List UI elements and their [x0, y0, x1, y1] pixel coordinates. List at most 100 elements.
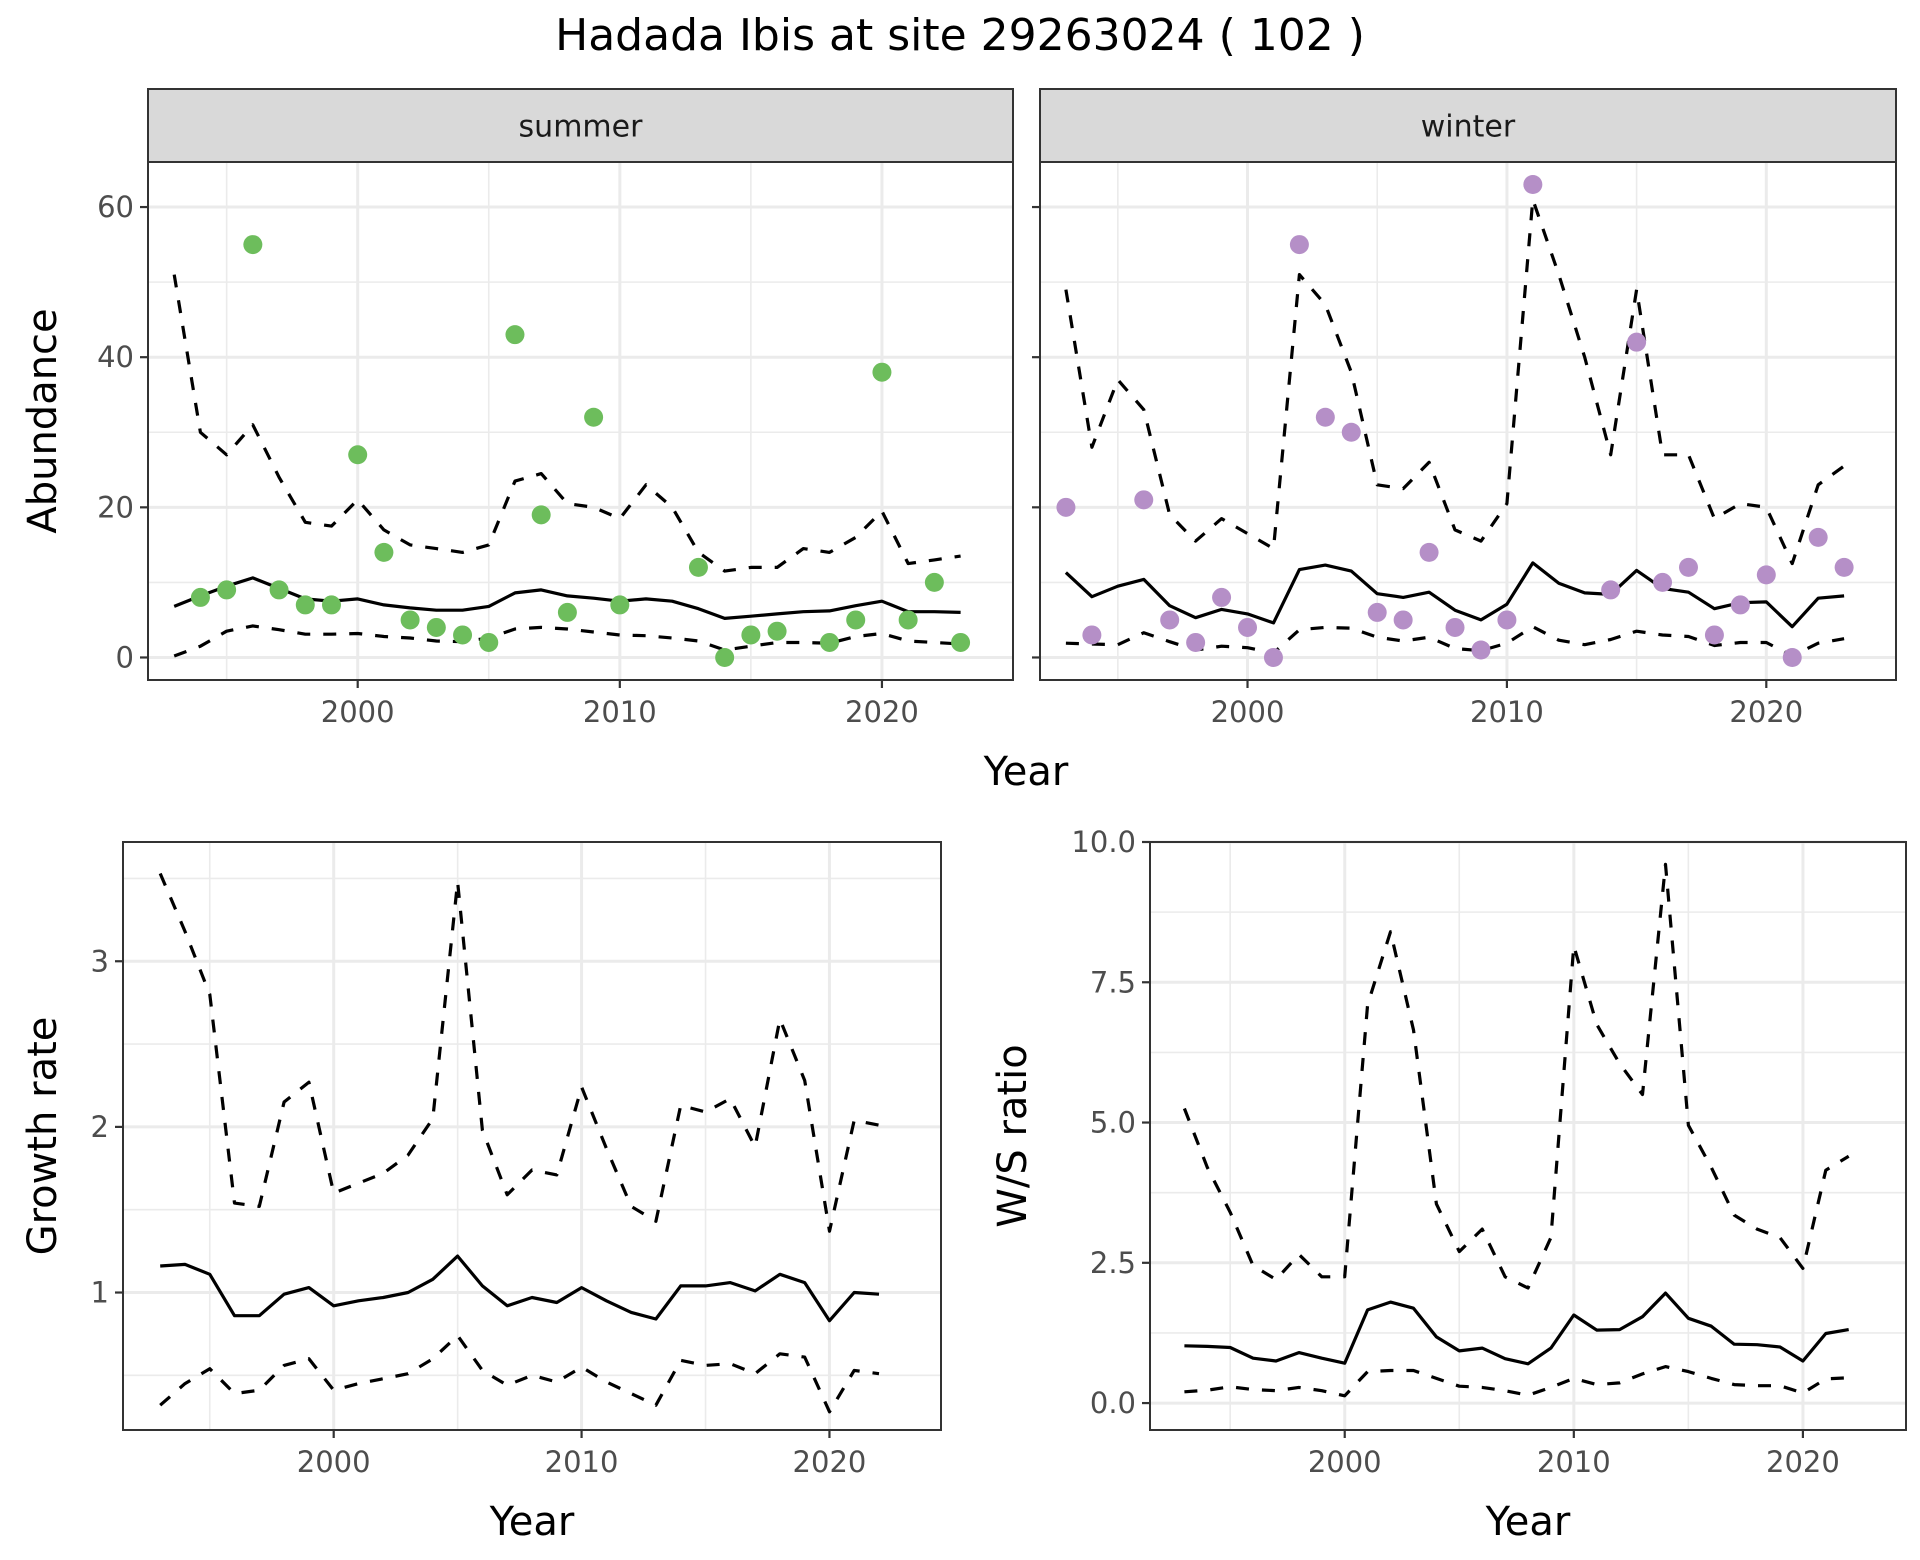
plot-background: [1040, 162, 1896, 680]
data-point: [1263, 647, 1283, 667]
data-point: [1367, 602, 1387, 622]
data-point: [1056, 497, 1076, 517]
panel-border: [1149, 841, 1907, 1431]
x-tick-label: 2000: [1308, 1445, 1382, 1479]
panel-growth: 2000 2010 2020 1 2 3: [91, 841, 942, 1479]
data-point: [374, 542, 394, 562]
data-point: [1238, 617, 1258, 637]
data-point: [584, 407, 604, 427]
data-point: [951, 632, 971, 652]
y-tick-label: 10.0: [1071, 825, 1136, 859]
data-point: [688, 557, 708, 577]
x-tick-label: 2020: [1766, 1445, 1840, 1479]
y-tick-label: 60: [97, 190, 134, 224]
data-point: [1782, 647, 1802, 667]
data-point: [557, 602, 577, 622]
y-tick-label: 0.0: [1090, 1386, 1136, 1420]
y-tick-label: 0: [116, 640, 134, 674]
data-point: [1186, 632, 1206, 652]
data-point: [1523, 175, 1543, 195]
panel-summer: summer 2000 2010 2020 0 20 40 60: [97, 88, 1014, 729]
data-point: [872, 362, 892, 382]
data-point: [898, 610, 918, 630]
data-point: [348, 445, 368, 465]
x-tick-label: 2010: [1537, 1445, 1611, 1479]
chart-title: Hadada Ibis at site 29263024 ( 102 ): [555, 10, 1365, 61]
x-axis-title-growth: Year: [489, 1499, 575, 1545]
x-tick-label: 2010: [545, 1445, 619, 1479]
facet-strip-label: winter: [1421, 110, 1516, 145]
plot-background: [123, 842, 941, 1430]
data-point: [1134, 490, 1154, 510]
data-point: [1834, 557, 1854, 577]
series-line-lower: [173, 624, 961, 658]
y-tick-label: 7.5: [1090, 965, 1136, 999]
y-tick-label: 40: [97, 340, 134, 374]
data-point: [453, 625, 473, 645]
series-line-upper: [1182, 862, 1850, 1290]
series-line-lower: [1184, 1365, 1849, 1398]
series-group: [1056, 175, 1854, 667]
data-point: [1627, 332, 1647, 352]
series-line-upper: [172, 274, 961, 573]
data-point: [767, 621, 787, 641]
data-point: [400, 610, 420, 630]
data-point: [505, 325, 525, 345]
data-point: [924, 572, 944, 592]
y-tick-label: 2.5: [1090, 1246, 1136, 1280]
x-axis-title-top: Year: [983, 749, 1069, 795]
panel-border: [122, 841, 942, 1431]
data-point: [1730, 595, 1750, 615]
y-axis-title-growth: Growth rate: [20, 1017, 66, 1256]
series-line-lower: [159, 1334, 880, 1414]
data-point: [321, 595, 341, 615]
data-point: [243, 235, 263, 255]
facet-strip: [147, 88, 1014, 163]
x-tick-label: 2020: [793, 1445, 867, 1479]
x-tick-label: 2000: [297, 1445, 371, 1479]
x-tick-label: 2020: [845, 695, 919, 729]
data-point: [190, 587, 210, 607]
data-point: [1082, 625, 1102, 645]
data-point: [1808, 527, 1828, 547]
data-point: [1341, 422, 1361, 442]
series-group: [1182, 862, 1850, 1398]
facet-strip: [1039, 88, 1897, 163]
data-point: [610, 595, 630, 615]
y-tick-label: 3: [91, 944, 109, 978]
series-line-mean: [160, 1254, 880, 1323]
data-point: [820, 632, 840, 652]
data-point: [269, 580, 289, 600]
data-point: [1678, 557, 1698, 577]
y-tick-label: 20: [97, 490, 134, 524]
data-point: [1704, 625, 1724, 645]
data-point: [1315, 407, 1335, 427]
data-point: [1445, 617, 1465, 637]
panel-ratio: 2000 2010 2020 0.0 2.5 5.0 7.5 10.0: [1071, 825, 1907, 1479]
plot-background: [1150, 842, 1906, 1430]
series-line-upper: [1064, 197, 1846, 566]
data-point: [1756, 565, 1776, 585]
series-group: [172, 235, 971, 667]
data-point: [217, 580, 237, 600]
series-group: [158, 872, 880, 1414]
data-point: [741, 625, 761, 645]
panel-winter: winter 2000 2010 2020: [1032, 88, 1897, 729]
data-point: [426, 617, 446, 637]
x-tick-label: 2010: [1470, 695, 1544, 729]
data-point: [1212, 587, 1232, 607]
data-point: [479, 632, 499, 652]
y-tick-label: 2: [91, 1110, 109, 1144]
y-axis-title-abundance: Abundance: [20, 308, 66, 533]
x-tick-label: 2000: [1211, 695, 1285, 729]
y-tick-label: 5.0: [1090, 1106, 1136, 1140]
x-tick-label: 2000: [321, 695, 395, 729]
x-tick-label: 2010: [583, 695, 657, 729]
data-point: [295, 595, 315, 615]
y-axis-title-ratio: W/S ratio: [990, 1044, 1036, 1227]
x-axis-title-ratio: Year: [1485, 1499, 1571, 1545]
data-point: [1653, 572, 1673, 592]
data-point: [531, 505, 551, 525]
data-point: [1393, 610, 1413, 630]
